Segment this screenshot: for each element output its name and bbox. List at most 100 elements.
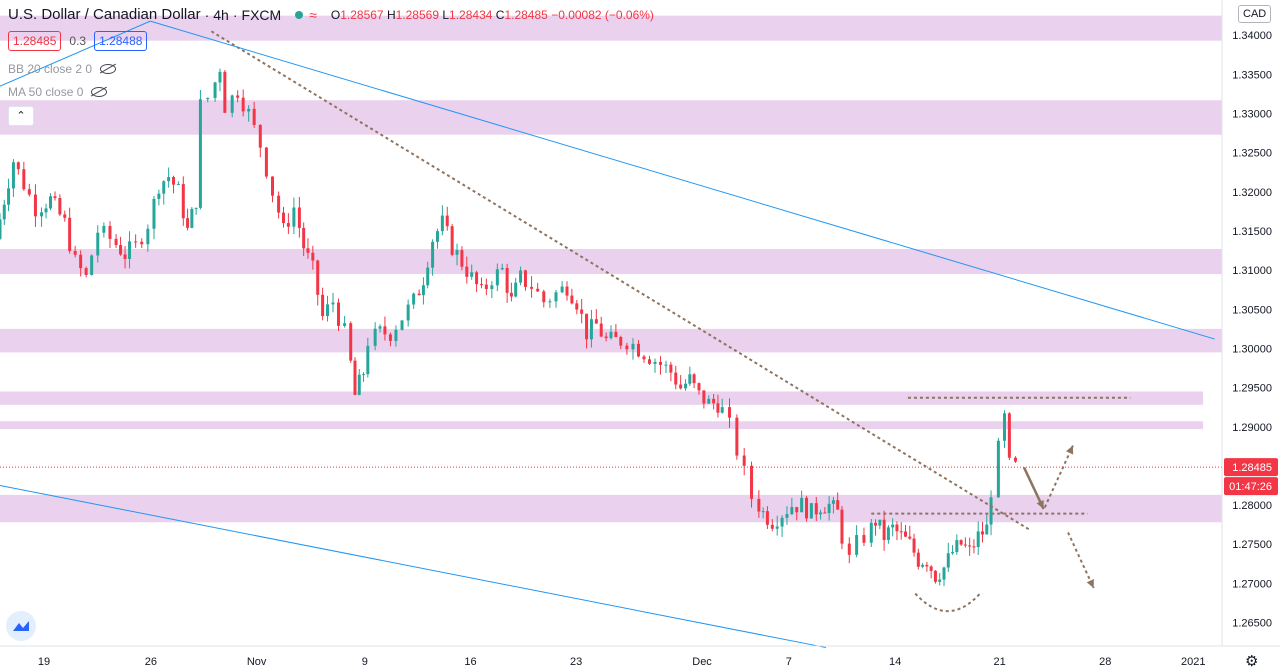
forecast-arrow (1043, 445, 1074, 508)
price-tick-label: 1.28000 (1232, 500, 1272, 512)
candle-body (33, 194, 37, 217)
candle-body (642, 356, 646, 360)
candle-body (720, 407, 724, 413)
market-open-dot (295, 10, 304, 19)
candle-body (162, 181, 166, 194)
forecast-arrow (1067, 532, 1095, 589)
candle-body (465, 266, 469, 277)
drawing-lines (0, 20, 1222, 649)
candle-body (674, 372, 678, 385)
candle-body (236, 95, 240, 98)
candle-body (790, 507, 794, 515)
candle-body (619, 337, 623, 346)
eye-hidden-icon[interactable] (91, 87, 108, 97)
buy-button[interactable]: 1.28488 (94, 31, 148, 51)
time-tick-label: 16 (464, 656, 476, 668)
candle-body (140, 241, 144, 245)
candle-body (495, 269, 499, 286)
collapse-legend-button[interactable]: ⌃ (8, 106, 34, 126)
candle-body (421, 285, 425, 296)
candle-body (73, 250, 77, 255)
candle-body (702, 390, 706, 404)
sell-button[interactable]: 1.28485 (8, 31, 62, 51)
spread-value: 0.3 (69, 34, 87, 48)
candle-body (11, 162, 15, 189)
indicator-bb[interactable]: BB 20 close 2 0 (8, 62, 117, 76)
time-tick-label: 7 (786, 656, 792, 668)
candle-body (388, 334, 392, 341)
candle-body (862, 535, 866, 543)
candle-body (963, 544, 967, 546)
candle-body (357, 374, 361, 395)
candle-body (157, 193, 161, 199)
candle-body (362, 374, 366, 376)
candle-body (445, 215, 449, 227)
candle-body (688, 374, 692, 384)
candle-body (394, 329, 398, 341)
interval-label[interactable]: 4h (213, 6, 229, 23)
symbol-title[interactable]: U.S. Dollar / Canadian Dollar (8, 6, 201, 23)
candle-body (206, 97, 210, 100)
candle-body (7, 188, 11, 205)
support-resistance-zones (0, 15, 1222, 523)
candle-body (302, 227, 306, 249)
candle-body (353, 360, 357, 395)
candle-body (128, 241, 132, 259)
indicator-bb-label: BB 20 close 2 0 (8, 62, 93, 76)
candle-body (460, 250, 464, 267)
candle-body (908, 536, 912, 539)
candle-body (658, 361, 662, 365)
candle-body (230, 95, 234, 113)
price-tick-label: 1.33000 (1232, 109, 1272, 121)
candle-body (548, 301, 552, 303)
time-tick-label: 14 (889, 656, 901, 668)
candle-body (523, 270, 527, 287)
exchange-label: FXCM (241, 6, 282, 23)
candle-body (90, 255, 94, 275)
candle-body (765, 511, 769, 525)
price-tick-label: 1.32000 (1232, 187, 1272, 199)
tradingview-logo-icon[interactable] (6, 611, 36, 641)
candle-body (716, 403, 720, 413)
indicator-ma[interactable]: MA 50 close 0 (8, 85, 108, 99)
candle-body (742, 455, 746, 466)
eye-hidden-icon[interactable] (100, 64, 117, 74)
candle-body (123, 254, 127, 259)
candle-body (102, 225, 106, 233)
candle-body (258, 124, 262, 148)
candle-body (297, 207, 301, 228)
candle-body (530, 286, 534, 289)
candle-body (190, 208, 194, 228)
candle-body (22, 169, 26, 190)
candle-body (27, 189, 31, 195)
candle-body (946, 553, 950, 568)
candle-body (16, 162, 20, 170)
price-tick-label: 1.27000 (1232, 578, 1272, 590)
close-value: 1.28485 (504, 7, 548, 22)
candle-body (536, 288, 540, 292)
time-axis[interactable]: 19 26 Nov 9 16 23 Dec 7 14 21 28 2021 (0, 645, 1280, 668)
candle-body (735, 417, 739, 456)
candle-body (500, 267, 504, 270)
currency-badge[interactable]: CAD (1238, 5, 1272, 23)
candle-body (475, 272, 479, 285)
zone-band (0, 249, 1222, 275)
price-axis[interactable]: 1.34000 1.33500 1.33000 1.32500 1.32000 1.315… (1221, 0, 1278, 646)
candle-body (450, 226, 454, 255)
candle-body (542, 291, 546, 303)
candle-body (980, 531, 984, 535)
candle-body (181, 184, 185, 219)
change-value: −0.00082 (−0.06%) (551, 7, 654, 22)
gear-icon[interactable]: ⚙ (1245, 653, 1259, 670)
candle-body (1007, 413, 1011, 458)
candle-body (809, 503, 813, 519)
wave-icon[interactable]: ≈ (309, 6, 317, 23)
candle-body (594, 319, 598, 324)
time-tick-label: 2021 (1181, 656, 1205, 668)
candle-body (785, 514, 789, 518)
candle-body (68, 217, 72, 251)
candle-body (194, 207, 198, 209)
candle-body (440, 215, 444, 232)
candle-body (904, 531, 908, 537)
